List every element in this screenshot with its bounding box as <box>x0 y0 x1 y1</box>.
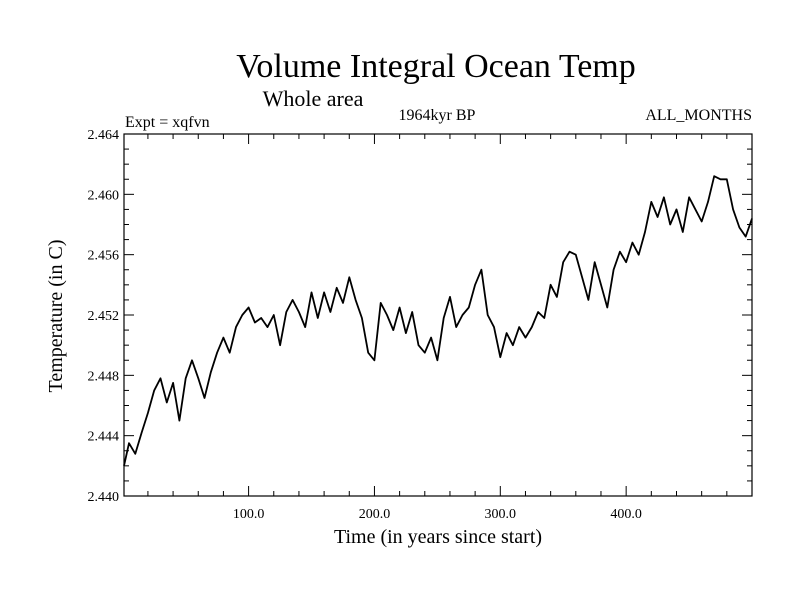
experiment-label: Expt = xqfvn <box>125 114 210 131</box>
x-axis: 100.0 200.0 300.0 400.0 <box>147 134 728 522</box>
chart-title: Volume Integral Ocean Temp <box>236 48 636 85</box>
y-axis-label: Temperature (in C) <box>45 240 67 393</box>
y-tick-label: 2.456 <box>88 249 120 264</box>
data-series <box>123 175 753 466</box>
y-axis: 2.440 2.444 2.448 2.452 2.456 2.460 2.464 <box>88 128 752 505</box>
x-tick-label: 200.0 <box>359 507 391 522</box>
plot-area <box>123 133 753 497</box>
y-tick-label: 2.460 <box>88 188 120 203</box>
x-tick-label: 400.0 <box>610 507 642 522</box>
x-tick-label: 100.0 <box>233 507 265 522</box>
series-line <box>123 175 753 466</box>
y-tick-label: 2.444 <box>88 430 120 445</box>
y-tick-label: 2.464 <box>88 128 120 143</box>
x-axis-label: Time (in years since start) <box>334 526 542 548</box>
months-label: ALL_MONTHS <box>645 107 752 124</box>
x-tick-label: 300.0 <box>485 507 517 522</box>
chart-subtitle: Whole area <box>263 86 364 111</box>
y-tick-label: 2.440 <box>88 490 120 505</box>
y-tick-label: 2.448 <box>88 369 120 384</box>
y-tick-label: 2.452 <box>88 309 120 324</box>
period-label: 1964kyr BP <box>399 107 476 124</box>
